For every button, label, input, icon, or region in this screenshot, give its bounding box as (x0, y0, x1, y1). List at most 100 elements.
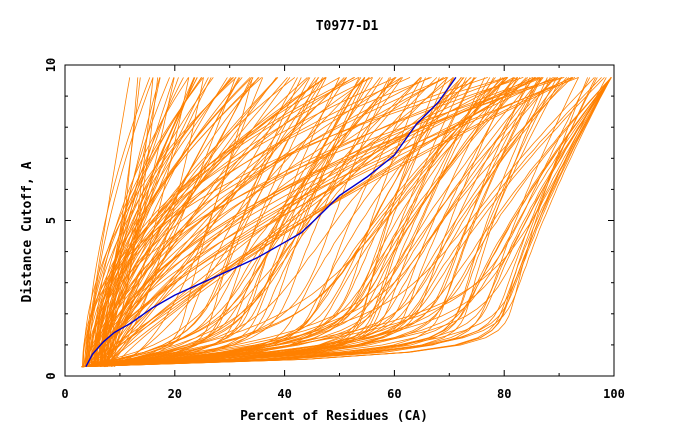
x-axis-label: Percent of Residues (CA) (240, 409, 428, 424)
model-curve (81, 77, 588, 368)
model-curve (81, 77, 544, 368)
model-curve (94, 77, 179, 367)
model-curve (81, 77, 397, 368)
model-curve (87, 77, 234, 367)
model-curve (81, 77, 392, 368)
y-axis-label: Distance Cutoff, A (20, 161, 35, 302)
model-curve (81, 77, 426, 368)
model-curve (81, 77, 518, 368)
model-curve (81, 77, 568, 368)
model-curve (81, 77, 612, 368)
model-curve (95, 77, 454, 367)
x-tick-label: 60 (387, 387, 401, 401)
model-curve (81, 77, 464, 368)
model-curve (81, 77, 476, 368)
model-curve (81, 77, 365, 368)
model-curve (81, 77, 421, 368)
model-curve (81, 77, 325, 368)
model-curve (81, 77, 491, 368)
model-curve (93, 77, 411, 367)
model-curve (81, 77, 540, 368)
model-curve (81, 77, 422, 368)
model-curve (81, 77, 556, 368)
model-curve (81, 77, 369, 368)
model-curve (111, 77, 543, 367)
model-curve (81, 77, 612, 368)
model-curve (81, 77, 534, 368)
model-curve (81, 77, 543, 368)
model-curve (81, 77, 541, 368)
x-tick-label: 20 (168, 387, 182, 401)
chart-title: T0977-D1 (316, 19, 379, 34)
model-curve (81, 77, 504, 368)
model-curve (81, 77, 543, 368)
model-curve (81, 77, 558, 368)
model-curve (81, 77, 612, 368)
model-curve (81, 77, 612, 368)
model-curve (111, 77, 508, 367)
model-curve (81, 77, 612, 368)
x-tick-label: 80 (497, 387, 511, 401)
model-curve (81, 77, 570, 368)
model-curve (81, 77, 556, 368)
y-tick-label: 0 (44, 372, 58, 379)
model-curve (81, 77, 455, 368)
model-curve (88, 77, 154, 367)
model-curve (81, 77, 264, 368)
model-curve (85, 77, 514, 367)
model-curve (81, 77, 579, 368)
model-curve (90, 77, 355, 367)
model-curve (81, 77, 383, 368)
model-curve (81, 77, 612, 368)
model-curve (91, 77, 359, 367)
model-curves (81, 77, 612, 368)
model-curve (81, 77, 462, 368)
model-curve (81, 77, 596, 368)
x-tick-label: 100 (603, 387, 625, 401)
y-tick-label: 10 (44, 58, 58, 72)
model-curve (105, 77, 518, 367)
model-curve (82, 77, 320, 367)
model-curve (87, 77, 541, 367)
model-curve (81, 77, 390, 368)
model-curve (83, 77, 237, 367)
model-curve (81, 77, 340, 368)
model-curve (81, 77, 495, 368)
model-curve (81, 77, 607, 368)
model-curve (84, 77, 507, 367)
model-curve (81, 77, 496, 368)
model-curve (81, 77, 612, 368)
model-curve (81, 77, 324, 368)
model-curve (81, 77, 502, 368)
x-tick-label: 40 (277, 387, 291, 401)
model-curve (101, 77, 472, 368)
model-curve (96, 77, 432, 367)
model-curve (81, 77, 514, 368)
axes: 0 20 40 60 80 100 0 5 10 (44, 58, 625, 401)
model-curve (99, 77, 488, 367)
model-curve (109, 77, 576, 367)
model-curve (81, 77, 612, 368)
model-curve (82, 77, 397, 367)
x-tick-label: 0 (61, 387, 68, 401)
model-curve (81, 77, 302, 368)
model-curve (81, 77, 506, 368)
model-curve (81, 77, 465, 368)
model-curve (90, 77, 370, 367)
model-curve (81, 77, 471, 368)
model-curve (90, 77, 579, 367)
model-curve (81, 77, 404, 368)
model-curve (81, 77, 395, 368)
y-tick-label: 5 (44, 217, 58, 224)
model-curve (92, 77, 533, 367)
model-curve (110, 77, 366, 367)
model-curve (85, 77, 232, 367)
model-curve (85, 77, 402, 367)
model-curve (81, 77, 605, 368)
model-curve (81, 77, 366, 368)
model-curve (81, 77, 360, 368)
model-curve (81, 77, 374, 368)
model-curve (81, 77, 531, 368)
model-curve (81, 77, 327, 368)
